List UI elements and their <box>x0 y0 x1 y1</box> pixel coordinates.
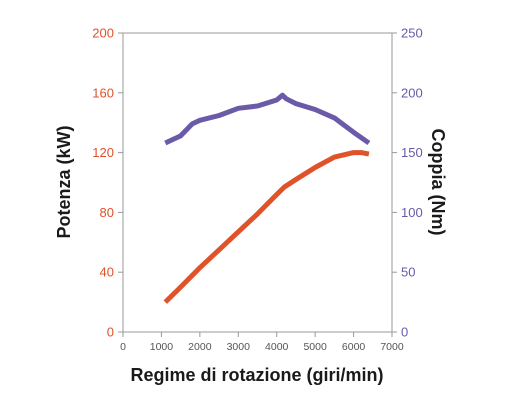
torque-series-line <box>164 92 371 146</box>
x-axis-title: Regime di rotazione (giri/min) <box>130 365 383 385</box>
x-tick-label: 6000 <box>342 341 366 353</box>
x-tick-label: 5000 <box>303 341 327 353</box>
x-tick-label: 4000 <box>265 341 289 353</box>
x-tick-label: 0 <box>120 341 126 353</box>
y-left-tick-label: 160 <box>92 85 114 100</box>
y-right-tick-label: 150 <box>401 145 423 160</box>
y-right-tick-label: 50 <box>401 265 415 280</box>
y-left-tick-label: 40 <box>100 265 114 280</box>
y-left-tick-label: 80 <box>100 205 114 220</box>
plot-frame <box>122 32 393 333</box>
x-tick-label: 7000 <box>380 341 404 353</box>
y-right-tick-label: 200 <box>401 85 423 100</box>
y-left-tick-label: 0 <box>107 325 114 340</box>
y-right-axis-title: Coppia (Nm) <box>428 129 448 236</box>
x-tick-label: 1000 <box>150 341 174 353</box>
y-left-axis-title: Potenza (kW) <box>54 125 74 238</box>
y-left-tick-label: 200 <box>92 26 114 41</box>
power-series-line <box>163 150 370 304</box>
x-tick-label: 3000 <box>227 341 251 353</box>
y-left-tick-label: 120 <box>92 145 114 160</box>
y-right-tick-label: 0 <box>401 325 408 340</box>
y-right-tick-label: 100 <box>401 205 423 220</box>
y-right-tick-label: 250 <box>401 26 423 41</box>
x-tick-label: 2000 <box>188 341 212 353</box>
